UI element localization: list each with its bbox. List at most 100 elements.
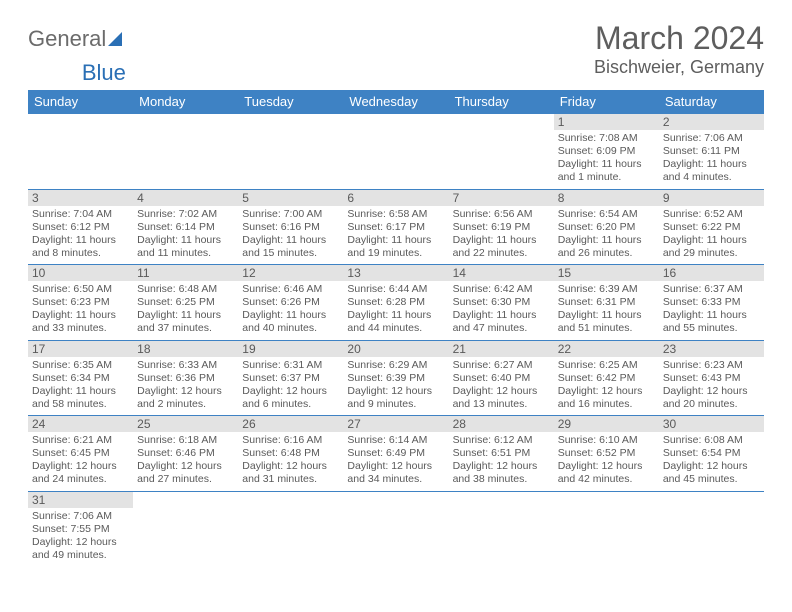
day-number: 23: [659, 341, 764, 357]
dh-tue: Tuesday: [238, 90, 343, 114]
day-cell: [238, 491, 343, 566]
week-row: 3Sunrise: 7:04 AMSunset: 6:12 PMDaylight…: [28, 189, 764, 265]
day-number: 31: [28, 492, 133, 508]
day-cell: [238, 114, 343, 190]
day-number: 24: [28, 416, 133, 432]
day-number: 5: [238, 190, 343, 206]
day-cell: 30Sunrise: 6:08 AMSunset: 6:54 PMDayligh…: [659, 416, 764, 492]
day-number: 18: [133, 341, 238, 357]
day-details: Sunrise: 7:02 AMSunset: 6:14 PMDaylight:…: [133, 206, 238, 265]
day-details: Sunrise: 7:08 AMSunset: 6:09 PMDaylight:…: [554, 130, 659, 189]
day-cell: 22Sunrise: 6:25 AMSunset: 6:42 PMDayligh…: [554, 340, 659, 416]
day-number: 20: [343, 341, 448, 357]
calendar-table: Sunday Monday Tuesday Wednesday Thursday…: [28, 90, 764, 566]
logo-word2: Blue: [82, 60, 126, 85]
day-cell: 18Sunrise: 6:33 AMSunset: 6:36 PMDayligh…: [133, 340, 238, 416]
day-number: 3: [28, 190, 133, 206]
dh-sun: Sunday: [28, 90, 133, 114]
day-number: 14: [449, 265, 554, 281]
day-number: 21: [449, 341, 554, 357]
day-cell: [343, 114, 448, 190]
day-number: 7: [449, 190, 554, 206]
day-cell: 9Sunrise: 6:52 AMSunset: 6:22 PMDaylight…: [659, 189, 764, 265]
day-number: 15: [554, 265, 659, 281]
day-details: Sunrise: 6:37 AMSunset: 6:33 PMDaylight:…: [659, 281, 764, 340]
day-details: Sunrise: 6:08 AMSunset: 6:54 PMDaylight:…: [659, 432, 764, 491]
week-row: 17Sunrise: 6:35 AMSunset: 6:34 PMDayligh…: [28, 340, 764, 416]
day-cell: [28, 114, 133, 190]
day-details: Sunrise: 7:06 AMSunset: 6:11 PMDaylight:…: [659, 130, 764, 189]
day-cell: 17Sunrise: 6:35 AMSunset: 6:34 PMDayligh…: [28, 340, 133, 416]
day-cell: 13Sunrise: 6:44 AMSunset: 6:28 PMDayligh…: [343, 265, 448, 341]
month-title: March 2024: [594, 20, 764, 57]
day-details: Sunrise: 6:42 AMSunset: 6:30 PMDaylight:…: [449, 281, 554, 340]
day-number: 17: [28, 341, 133, 357]
day-cell: 23Sunrise: 6:23 AMSunset: 6:43 PMDayligh…: [659, 340, 764, 416]
day-cell: 25Sunrise: 6:18 AMSunset: 6:46 PMDayligh…: [133, 416, 238, 492]
day-cell: [133, 114, 238, 190]
day-details: Sunrise: 6:23 AMSunset: 6:43 PMDaylight:…: [659, 357, 764, 416]
logo-sail-icon: [108, 32, 122, 46]
week-row: 1Sunrise: 7:08 AMSunset: 6:09 PMDaylight…: [28, 114, 764, 190]
day-number: 10: [28, 265, 133, 281]
day-details: Sunrise: 6:48 AMSunset: 6:25 PMDaylight:…: [133, 281, 238, 340]
day-details: Sunrise: 6:54 AMSunset: 6:20 PMDaylight:…: [554, 206, 659, 265]
day-number: 13: [343, 265, 448, 281]
day-details: Sunrise: 6:14 AMSunset: 6:49 PMDaylight:…: [343, 432, 448, 491]
day-details: Sunrise: 6:33 AMSunset: 6:36 PMDaylight:…: [133, 357, 238, 416]
day-number: 1: [554, 114, 659, 130]
day-cell: [343, 491, 448, 566]
day-cell: 14Sunrise: 6:42 AMSunset: 6:30 PMDayligh…: [449, 265, 554, 341]
day-number: 27: [343, 416, 448, 432]
day-number: 30: [659, 416, 764, 432]
logo-word1: General: [28, 26, 106, 52]
day-details: Sunrise: 6:56 AMSunset: 6:19 PMDaylight:…: [449, 206, 554, 265]
day-number: 26: [238, 416, 343, 432]
day-details: Sunrise: 6:35 AMSunset: 6:34 PMDaylight:…: [28, 357, 133, 416]
day-cell: [133, 491, 238, 566]
day-cell: 21Sunrise: 6:27 AMSunset: 6:40 PMDayligh…: [449, 340, 554, 416]
day-details: Sunrise: 6:44 AMSunset: 6:28 PMDaylight:…: [343, 281, 448, 340]
day-details: Sunrise: 6:29 AMSunset: 6:39 PMDaylight:…: [343, 357, 448, 416]
day-cell: [449, 491, 554, 566]
day-details: Sunrise: 6:39 AMSunset: 6:31 PMDaylight:…: [554, 281, 659, 340]
day-details: Sunrise: 7:06 AMSunset: 7:55 PMDaylight:…: [28, 508, 133, 567]
day-cell: 1Sunrise: 7:08 AMSunset: 6:09 PMDaylight…: [554, 114, 659, 190]
logo: General: [28, 20, 122, 52]
day-details: Sunrise: 6:16 AMSunset: 6:48 PMDaylight:…: [238, 432, 343, 491]
day-number: 4: [133, 190, 238, 206]
day-number: 8: [554, 190, 659, 206]
day-number: 12: [238, 265, 343, 281]
day-cell: 3Sunrise: 7:04 AMSunset: 6:12 PMDaylight…: [28, 189, 133, 265]
week-row: 24Sunrise: 6:21 AMSunset: 6:45 PMDayligh…: [28, 416, 764, 492]
day-details: Sunrise: 6:25 AMSunset: 6:42 PMDaylight:…: [554, 357, 659, 416]
day-cell: 24Sunrise: 6:21 AMSunset: 6:45 PMDayligh…: [28, 416, 133, 492]
day-cell: 26Sunrise: 6:16 AMSunset: 6:48 PMDayligh…: [238, 416, 343, 492]
day-details: Sunrise: 6:52 AMSunset: 6:22 PMDaylight:…: [659, 206, 764, 265]
day-header-row: Sunday Monday Tuesday Wednesday Thursday…: [28, 90, 764, 114]
dh-mon: Monday: [133, 90, 238, 114]
day-details: Sunrise: 6:27 AMSunset: 6:40 PMDaylight:…: [449, 357, 554, 416]
dh-fri: Friday: [554, 90, 659, 114]
week-row: 10Sunrise: 6:50 AMSunset: 6:23 PMDayligh…: [28, 265, 764, 341]
day-cell: 8Sunrise: 6:54 AMSunset: 6:20 PMDaylight…: [554, 189, 659, 265]
day-cell: 5Sunrise: 7:00 AMSunset: 6:16 PMDaylight…: [238, 189, 343, 265]
day-cell: [659, 491, 764, 566]
day-number: 16: [659, 265, 764, 281]
day-number: 29: [554, 416, 659, 432]
day-cell: 6Sunrise: 6:58 AMSunset: 6:17 PMDaylight…: [343, 189, 448, 265]
day-number: 6: [343, 190, 448, 206]
dh-sat: Saturday: [659, 90, 764, 114]
day-number: 25: [133, 416, 238, 432]
dh-wed: Wednesday: [343, 90, 448, 114]
day-number: 11: [133, 265, 238, 281]
day-details: Sunrise: 6:58 AMSunset: 6:17 PMDaylight:…: [343, 206, 448, 265]
day-details: Sunrise: 6:18 AMSunset: 6:46 PMDaylight:…: [133, 432, 238, 491]
day-cell: 10Sunrise: 6:50 AMSunset: 6:23 PMDayligh…: [28, 265, 133, 341]
day-details: Sunrise: 6:21 AMSunset: 6:45 PMDaylight:…: [28, 432, 133, 491]
day-details: Sunrise: 6:50 AMSunset: 6:23 PMDaylight:…: [28, 281, 133, 340]
day-cell: [554, 491, 659, 566]
day-details: Sunrise: 7:00 AMSunset: 6:16 PMDaylight:…: [238, 206, 343, 265]
day-cell: [449, 114, 554, 190]
day-cell: 27Sunrise: 6:14 AMSunset: 6:49 PMDayligh…: [343, 416, 448, 492]
